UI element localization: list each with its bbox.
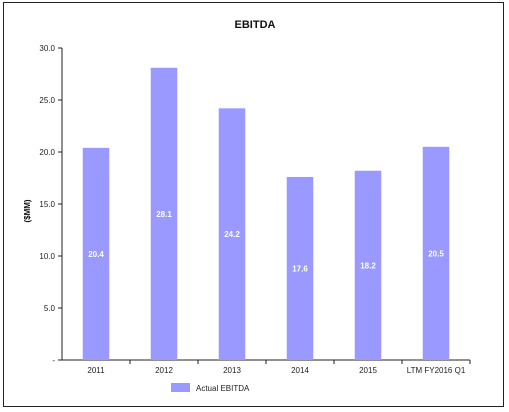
x-tick-label: 2012 (155, 366, 173, 375)
bar (354, 170, 382, 360)
bar (218, 108, 246, 360)
plot-area: - 5.0 10.0 15.0 20.0 25.0 30.0 20.4 2011 28.1 2012… (39, 44, 471, 375)
legend-swatch (171, 383, 190, 392)
x-tick-label: 2011 (87, 366, 105, 375)
legend: Actual EBITDA (171, 383, 250, 393)
x-tick-label: 2014 (291, 366, 309, 375)
y-tick-label: 30.0 (39, 44, 55, 53)
y-axis-label: ($MM) (23, 199, 32, 222)
y-tick-label: 20.0 (39, 148, 55, 157)
y-tick-label: 25.0 (39, 96, 55, 105)
chart-title: EBITDA (235, 19, 276, 31)
bar (82, 147, 110, 360)
bar (422, 146, 450, 360)
y-tick-label: 10.0 (39, 252, 55, 261)
y-tick-label: - (52, 356, 55, 365)
x-tick-label: 2015 (359, 366, 377, 375)
y-tick-label: 5.0 (44, 304, 56, 313)
bar (150, 67, 178, 360)
data-label: 24.2 (224, 230, 240, 239)
data-label: 20.4 (88, 250, 104, 259)
x-tick-label: LTM FY2016 Q1 (407, 366, 466, 375)
data-label: 18.2 (360, 261, 376, 270)
x-tick-label: 2013 (223, 366, 241, 375)
data-label: 17.6 (292, 264, 308, 273)
bar (286, 176, 314, 360)
data-label: 20.5 (428, 249, 444, 258)
legend-label: Actual EBITDA (196, 384, 250, 393)
y-tick-label: 15.0 (39, 200, 55, 209)
data-label: 28.1 (156, 210, 172, 219)
